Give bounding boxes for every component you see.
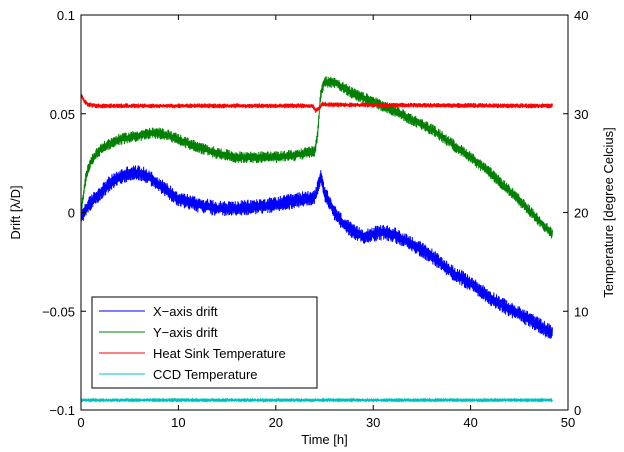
y-right-tick-label: 10 bbox=[574, 304, 588, 319]
x-tick-label: 10 bbox=[171, 415, 185, 430]
legend-label-y-drift: Y−axis drift bbox=[153, 325, 218, 340]
y-left-tick-label: 0.1 bbox=[57, 8, 75, 23]
y-left-tick-label: 0 bbox=[68, 206, 75, 221]
y-right-tick-label: 30 bbox=[574, 107, 588, 122]
ticks-layer: 0 10 20 30 40 50 −0.1 −0.05 0 0.05 0.1 0 10 20 30 40 bbox=[42, 8, 588, 430]
legend-label-heat-sink: Heat Sink Temperature bbox=[153, 346, 286, 361]
y-left-tick-label: 0.05 bbox=[50, 107, 75, 122]
x-tick-label: 0 bbox=[77, 415, 84, 430]
y-right-tick-label: 0 bbox=[574, 403, 581, 418]
x-tick-label: 30 bbox=[366, 415, 380, 430]
series-layer bbox=[81, 76, 553, 403]
legend-box bbox=[91, 296, 318, 389]
series-line-ccd-temperature bbox=[81, 397, 553, 403]
y-right-tick-label: 20 bbox=[574, 206, 588, 221]
series-line-y-axis-drift bbox=[81, 76, 553, 239]
legend-label-ccd: CCD Temperature bbox=[153, 367, 258, 382]
legend: X−axis drift Y−axis drift Heat Sink Temp… bbox=[91, 296, 318, 389]
y-left-tick-label: −0.1 bbox=[49, 403, 75, 418]
legend-label-x-drift: X−axis drift bbox=[153, 304, 218, 319]
y-right-tick-label: 40 bbox=[574, 8, 588, 23]
y-axis-right-label: Temperature [degree Celcius] bbox=[601, 127, 616, 298]
x-axis-label: Time [h] bbox=[301, 432, 347, 447]
x-tick-label: 50 bbox=[561, 415, 575, 430]
series-line-heat-sink-temperature bbox=[81, 92, 553, 113]
x-tick-label: 40 bbox=[463, 415, 477, 430]
y-left-tick-label: −0.05 bbox=[42, 304, 75, 319]
series-line-x-axis-drift bbox=[81, 165, 553, 339]
y-axis-left-label: Drift [λ/D] bbox=[8, 185, 23, 239]
x-tick-label: 20 bbox=[269, 415, 283, 430]
